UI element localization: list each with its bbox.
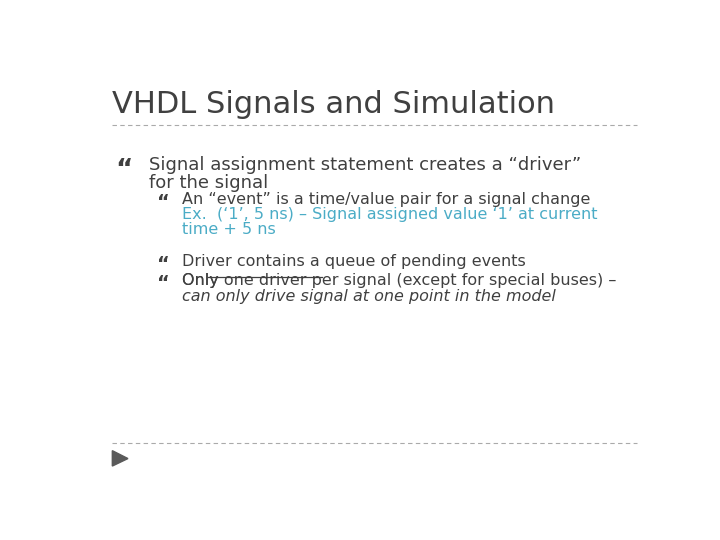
Text: “: “ xyxy=(115,158,132,184)
Text: time + 5 ns: time + 5 ns xyxy=(182,222,276,238)
Text: for the signal: for the signal xyxy=(148,174,268,192)
Text: “: “ xyxy=(157,274,170,293)
Text: can only drive signal at one point in the model: can only drive signal at one point in th… xyxy=(182,289,556,305)
Text: Driver contains a queue of pending events: Driver contains a queue of pending event… xyxy=(182,254,526,269)
Text: Only one driver per signal (except for special buses) –: Only one driver per signal (except for s… xyxy=(182,273,616,288)
Text: Ex.  (‘1’, 5 ns) – Signal assigned value ‘1’ at current: Ex. (‘1’, 5 ns) – Signal assigned value … xyxy=(182,207,598,222)
Text: “: “ xyxy=(157,193,170,212)
Text: VHDL Signals and Simulation: VHDL Signals and Simulation xyxy=(112,90,555,119)
Text: An “event” is a time/value pair for a signal change: An “event” is a time/value pair for a si… xyxy=(182,192,590,207)
Text: “: “ xyxy=(157,255,170,274)
Text: Signal assignment statement creates a “driver”: Signal assignment statement creates a “d… xyxy=(148,156,581,174)
Text: Only: Only xyxy=(182,273,224,288)
Polygon shape xyxy=(112,451,128,466)
Text: Only one driver per signal: Only one driver per signal xyxy=(0,539,1,540)
